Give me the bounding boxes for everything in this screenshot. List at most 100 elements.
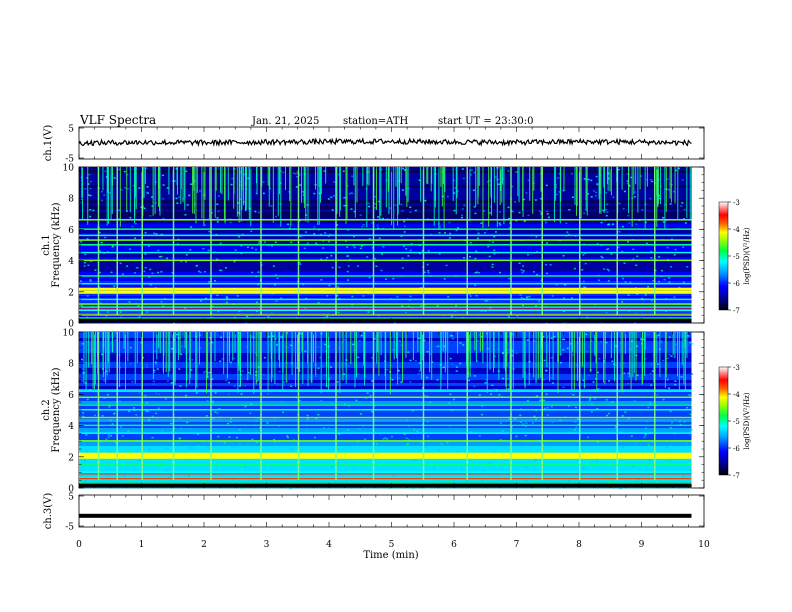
- spectrogram-speckle: [225, 301, 228, 304]
- sferic-streak: [296, 332, 298, 369]
- spectrogram-speckle: [322, 365, 325, 367]
- spectrogram-speckle: [545, 242, 548, 244]
- spectrogram-speckle: [444, 467, 447, 470]
- spectrogram-speckle: [220, 336, 223, 339]
- spectrogram-speckle: [621, 250, 624, 253]
- spectrogram-speckle: [608, 380, 611, 382]
- sferic-streak: [94, 332, 96, 385]
- spectrogram-speckle: [472, 189, 475, 192]
- spectrogram-row: [79, 173, 692, 177]
- spectrogram-speckle: [546, 406, 549, 409]
- spectrogram-speckle: [178, 196, 181, 198]
- spectrogram-speckle: [113, 177, 116, 179]
- spectrogram-speckle: [255, 248, 258, 251]
- y-tick-label: -5: [65, 155, 74, 165]
- spectrogram-speckle: [486, 466, 489, 468]
- sferic-streak: [384, 332, 386, 377]
- spectrogram-speckle: [211, 212, 214, 214]
- spectrogram-speckle: [497, 183, 500, 186]
- spectrogram-speckle: [128, 410, 131, 413]
- spectrogram-speckle: [346, 246, 349, 248]
- spectrogram-speckle: [208, 371, 211, 374]
- spectrogram-speckle: [691, 343, 694, 345]
- spectrogram-speckle: [217, 195, 220, 197]
- spectrogram-speckle: [178, 368, 181, 370]
- spectrogram-speckle: [212, 417, 215, 420]
- spectrogram-speckle: [336, 295, 339, 297]
- sferic-streak: [596, 332, 598, 392]
- sferic-streak: [87, 167, 89, 225]
- spectrogram-speckle: [514, 201, 517, 203]
- spectrogram-speckle: [317, 302, 320, 304]
- spectrogram-speckle: [501, 430, 504, 432]
- sferic-streak: [319, 167, 321, 203]
- spectrogram-speckle: [689, 413, 692, 416]
- spectrogram-speckle: [391, 378, 394, 381]
- spectrogram-speckle: [255, 380, 258, 382]
- spectrogram-speckle: [100, 353, 103, 356]
- spectrogram-speckle: [254, 420, 257, 423]
- sferic-streak: [106, 332, 108, 376]
- colorbar-tick-label: -3: [733, 199, 740, 207]
- y-tick-label: 4: [68, 422, 74, 432]
- sferic-streak: [602, 332, 604, 383]
- spectrogram-speckle: [424, 446, 427, 448]
- sferic-streak: [440, 167, 442, 187]
- spectrogram-speckle: [296, 171, 299, 174]
- spectrogram-speckle: [330, 465, 333, 468]
- sferic-streak: [482, 332, 484, 351]
- spectrogram-speckle: [635, 442, 638, 445]
- spectrogram-speckle: [498, 211, 501, 213]
- spectrogram-speckle: [115, 441, 118, 444]
- spectrogram-speckle: [109, 419, 112, 421]
- sferic-streak: [563, 167, 565, 190]
- spectrogram-speckle: [448, 237, 451, 239]
- spectrogram-speckle: [382, 438, 385, 440]
- spectrogram-speckle: [170, 422, 173, 425]
- spectrogram-speckle: [563, 297, 566, 299]
- sferic-streak: [467, 332, 469, 378]
- spectrogram-speckle: [89, 215, 92, 218]
- spectrogram-speckle: [371, 222, 374, 224]
- spectrogram-speckle: [197, 270, 200, 273]
- spectrogram-speckle: [84, 253, 87, 256]
- sferic-streak: [443, 167, 445, 229]
- spectrogram-speckle: [251, 247, 254, 249]
- spectrogram-speckle: [674, 383, 677, 386]
- spectrogram-speckle: [358, 428, 361, 430]
- spectrogram-speckle: [109, 451, 112, 453]
- spectrogram-speckle: [250, 464, 253, 467]
- spectrogram-speckle: [475, 271, 478, 273]
- spectrogram-speckle: [666, 357, 669, 360]
- ch2-spec-ylabel: Frequency (kHz): [51, 367, 62, 452]
- lowfreq-dark-band: [79, 318, 692, 323]
- spectrogram-speckle: [79, 480, 82, 482]
- sferic-streak: [684, 332, 686, 391]
- spectrogram-speckle: [313, 232, 316, 235]
- sferic-streak: [633, 167, 635, 195]
- spectrogram-speckle: [98, 271, 101, 274]
- spectrogram-speckle: [484, 332, 487, 335]
- spectrogram-speckle: [535, 305, 538, 307]
- sferic-streak: [664, 167, 666, 230]
- sferic-streak: [189, 332, 191, 385]
- spectrogram-speckle: [230, 361, 233, 364]
- spectrogram-speckle: [386, 438, 389, 440]
- sferic-streak: [205, 332, 207, 394]
- spectrogram-speckle: [160, 301, 163, 303]
- sferic-streak: [522, 167, 524, 211]
- spectrogram-speckle: [374, 257, 377, 260]
- spectrogram-speckle: [635, 345, 638, 348]
- sferic-streak: [195, 332, 197, 392]
- spectrogram-speckle: [219, 360, 222, 362]
- spectrogram-speckle: [255, 441, 258, 444]
- spectrogram-speckle: [254, 210, 257, 213]
- spectrogram-speckle: [207, 281, 210, 283]
- spectrogram-speckle: [545, 221, 548, 224]
- spectrogram-speckle: [448, 221, 451, 224]
- x-tick-label: 2: [201, 540, 207, 550]
- spectrogram-speckle: [298, 173, 301, 176]
- spectrogram-speckle: [502, 377, 505, 380]
- sferic-line: [116, 332, 118, 480]
- spectrogram-speckle: [658, 280, 661, 283]
